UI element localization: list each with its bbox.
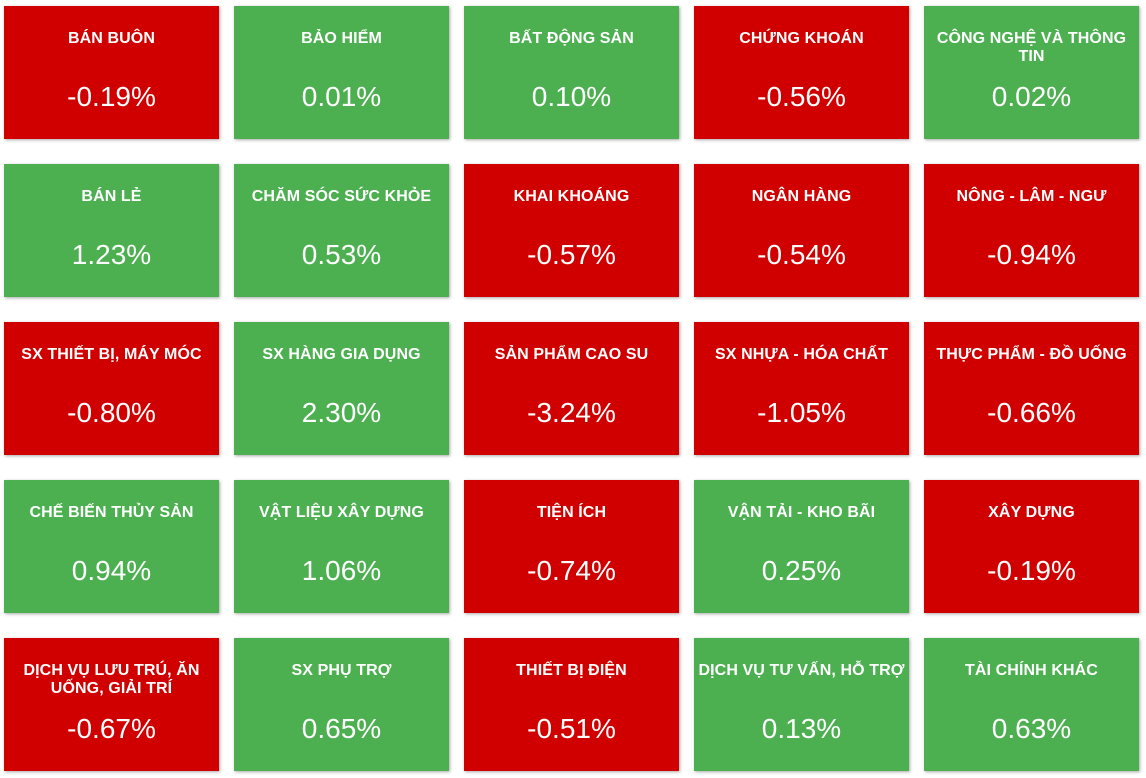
sector-change: -0.74% bbox=[527, 555, 616, 586]
sector-name: CHĂM SÓC SỨC KHỎE bbox=[251, 188, 432, 205]
sector-change: 0.10% bbox=[531, 81, 612, 112]
sector-name: BÁN LẺ bbox=[81, 188, 142, 205]
sector-name: TIỆN ÍCH bbox=[536, 504, 607, 521]
sector-name: VẬT LIỆU XÂY DỰNG bbox=[259, 504, 424, 521]
sector-name: SX HÀNG GIA DỤNG bbox=[262, 346, 421, 363]
sector-change: 2.30% bbox=[301, 397, 382, 428]
sector-tile[interactable]: SX NHỰA - HÓA CHẤT -1.05% bbox=[694, 322, 909, 455]
sector-name: THỰC PHẨM - ĐỒ UỐNG bbox=[936, 346, 1127, 363]
sector-name: DỊCH VỤ TƯ VẤN, HỖ TRỢ bbox=[698, 662, 905, 679]
sector-change: -0.94% bbox=[987, 239, 1076, 270]
sector-name: CHỨNG KHOÁN bbox=[739, 30, 864, 47]
sector-name: THIẾT BỊ ĐIỆN bbox=[516, 662, 627, 679]
sector-heatmap-grid: BÁN BUÔN -0.19% BẢO HIỂM 0.01% BẤT ĐỘNG SẢN 0… bbox=[4, 6, 1139, 771]
sector-tile[interactable]: SX PHỤ TRỢ 0.65% bbox=[234, 638, 449, 771]
sector-tile[interactable]: CHỨNG KHOÁN -0.56% bbox=[694, 6, 909, 139]
sector-change: 0.53% bbox=[301, 239, 382, 270]
sector-name: XÂY DỰNG bbox=[988, 504, 1075, 521]
sector-tile[interactable]: SX HÀNG GIA DỤNG 2.30% bbox=[234, 322, 449, 455]
sector-tile[interactable]: CÔNG NGHỆ VÀ THÔNG TIN 0.02% bbox=[924, 6, 1139, 139]
sector-change: 0.65% bbox=[301, 713, 382, 744]
sector-tile[interactable]: SX THIẾT BỊ, MÁY MÓC -0.80% bbox=[4, 322, 219, 455]
sector-name: CÔNG NGHỆ VÀ THÔNG TIN bbox=[936, 30, 1127, 65]
sector-name: TÀI CHÍNH KHÁC bbox=[965, 662, 1098, 679]
sector-name: CHẾ BIẾN THỦY SẢN bbox=[29, 504, 194, 521]
sector-tile[interactable]: TÀI CHÍNH KHÁC 0.63% bbox=[924, 638, 1139, 771]
sector-change: 0.25% bbox=[761, 555, 842, 586]
sector-tile[interactable]: DỊCH VỤ TƯ VẤN, HỖ TRỢ 0.13% bbox=[694, 638, 909, 771]
sector-tile[interactable]: NGÂN HÀNG -0.54% bbox=[694, 164, 909, 297]
sector-change: 0.13% bbox=[761, 713, 842, 744]
sector-change: -0.67% bbox=[67, 713, 156, 744]
sector-tile[interactable]: NÔNG - LÂM - NGƯ -0.94% bbox=[924, 164, 1139, 297]
sector-name: SX PHỤ TRỢ bbox=[291, 662, 392, 679]
sector-tile[interactable]: BÁN LẺ 1.23% bbox=[4, 164, 219, 297]
sector-change: -3.24% bbox=[527, 397, 616, 428]
sector-change: 0.02% bbox=[991, 81, 1072, 112]
sector-tile[interactable]: TIỆN ÍCH -0.74% bbox=[464, 480, 679, 613]
sector-change: -1.05% bbox=[757, 397, 846, 428]
sector-change: 0.94% bbox=[71, 555, 152, 586]
sector-name: BẤT ĐỘNG SẢN bbox=[509, 30, 634, 47]
sector-change: 0.63% bbox=[991, 713, 1072, 744]
sector-tile[interactable]: BẢO HIỂM 0.01% bbox=[234, 6, 449, 139]
sector-tile[interactable]: CHĂM SÓC SỨC KHỎE 0.53% bbox=[234, 164, 449, 297]
sector-tile[interactable]: VẬT LIỆU XÂY DỰNG 1.06% bbox=[234, 480, 449, 613]
sector-change: -0.19% bbox=[987, 555, 1076, 586]
sector-name: DỊCH VỤ LƯU TRÚ, ĂN UỐNG, GIẢI TRÍ bbox=[23, 662, 200, 697]
sector-tile[interactable]: BÁN BUÔN -0.19% bbox=[4, 6, 219, 139]
sector-change: 1.06% bbox=[301, 555, 382, 586]
sector-change: -0.56% bbox=[757, 81, 846, 112]
sector-tile[interactable]: THIẾT BỊ ĐIỆN -0.51% bbox=[464, 638, 679, 771]
sector-change: -0.80% bbox=[67, 397, 156, 428]
sector-change: 1.23% bbox=[71, 239, 152, 270]
sector-tile[interactable]: DỊCH VỤ LƯU TRÚ, ĂN UỐNG, GIẢI TRÍ -0.67% bbox=[4, 638, 219, 771]
sector-change: -0.51% bbox=[527, 713, 616, 744]
sector-name: SẢN PHẨM CAO SU bbox=[494, 346, 649, 363]
sector-tile[interactable]: BẤT ĐỘNG SẢN 0.10% bbox=[464, 6, 679, 139]
sector-tile[interactable]: SẢN PHẨM CAO SU -3.24% bbox=[464, 322, 679, 455]
sector-tile[interactable]: KHAI KHOÁNG -0.57% bbox=[464, 164, 679, 297]
sector-tile[interactable]: XÂY DỰNG -0.19% bbox=[924, 480, 1139, 613]
sector-name: VẬN TẢI - KHO BÃI bbox=[727, 504, 876, 521]
sector-name: KHAI KHOÁNG bbox=[513, 188, 630, 205]
sector-name: NGÂN HÀNG bbox=[751, 188, 852, 205]
sector-change: -0.54% bbox=[757, 239, 846, 270]
sector-change: 0.01% bbox=[301, 81, 382, 112]
sector-change: -0.19% bbox=[67, 81, 156, 112]
sector-name: SX THIẾT BỊ, MÁY MÓC bbox=[21, 346, 202, 363]
sector-name: BẢO HIỂM bbox=[301, 30, 382, 47]
sector-change: -0.57% bbox=[527, 239, 616, 270]
sector-tile[interactable]: THỰC PHẨM - ĐỒ UỐNG -0.66% bbox=[924, 322, 1139, 455]
sector-name: SX NHỰA - HÓA CHẤT bbox=[715, 346, 888, 363]
sector-name: NÔNG - LÂM - NGƯ bbox=[956, 188, 1107, 205]
sector-tile[interactable]: CHẾ BIẾN THỦY SẢN 0.94% bbox=[4, 480, 219, 613]
sector-name: BÁN BUÔN bbox=[67, 30, 156, 47]
sector-tile[interactable]: VẬN TẢI - KHO BÃI 0.25% bbox=[694, 480, 909, 613]
sector-change: -0.66% bbox=[987, 397, 1076, 428]
